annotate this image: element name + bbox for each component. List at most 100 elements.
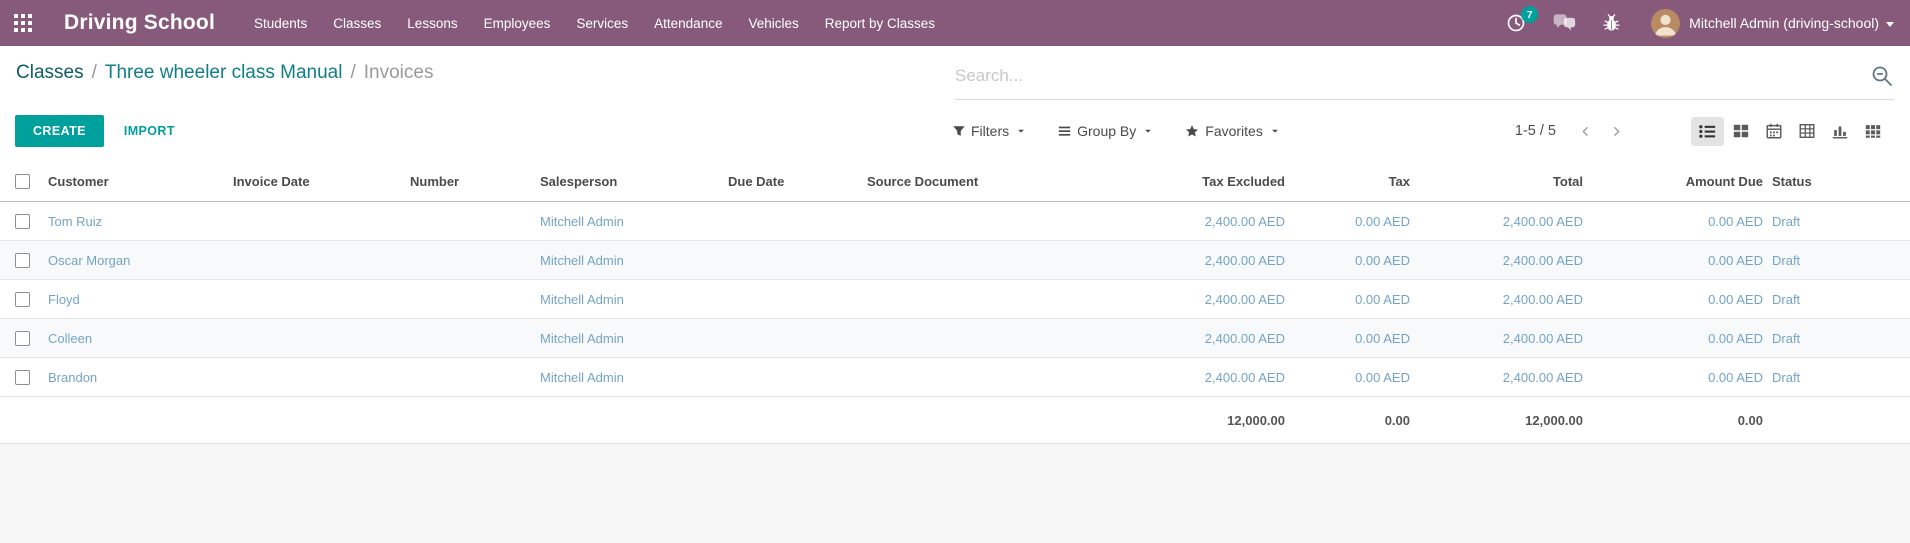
col-header-invoice-date[interactable]: Invoice Date — [233, 174, 310, 189]
status-badge: Draft — [1772, 213, 1801, 229]
view-pivot-button[interactable] — [1790, 117, 1823, 146]
cell-tax-excluded: 2,400.00 AED — [1204, 330, 1285, 346]
cell-customer[interactable]: Colleen — [48, 330, 93, 346]
app-title[interactable]: Driving School — [64, 11, 215, 34]
breadcrumb: Classes / Three wheeler class Manual / I… — [16, 62, 433, 84]
view-switcher — [1691, 116, 1889, 146]
activity-view-icon — [1865, 125, 1880, 138]
table-row[interactable]: Tom Ruiz Mitchell Admin 2,400.00 AED 0.0… — [0, 202, 1910, 241]
row-checkbox[interactable] — [15, 213, 30, 229]
caret-down-icon — [1018, 129, 1025, 133]
apps-grid-icon — [14, 14, 32, 32]
activity-menu-button[interactable]: 7 — [1506, 6, 1539, 33]
col-header-total[interactable]: Total — [1552, 174, 1583, 189]
view-calendar-button[interactable] — [1757, 117, 1790, 146]
table-row[interactable]: Oscar Morgan Mitchell Admin 2,400.00 AED… — [0, 241, 1910, 280]
cell-tax-excluded: 2,400.00 AED — [1204, 252, 1285, 268]
nav-item-services[interactable]: Services — [576, 15, 629, 31]
breadcrumb-record[interactable]: Three wheeler class Manual — [104, 62, 343, 83]
search-input[interactable] — [955, 65, 1870, 86]
total-tax-excluded: 12,000.00 — [1227, 412, 1285, 428]
total-tax: 0.00 — [1384, 412, 1410, 428]
nav-item-report-by-classes[interactable]: Report by Classes — [824, 15, 936, 31]
chevron-left-icon — [1582, 126, 1588, 136]
view-list-button[interactable] — [1691, 116, 1724, 146]
status-badge: Draft — [1772, 252, 1801, 268]
select-all-checkbox[interactable] — [15, 174, 30, 189]
favorites-label: Favorites — [1205, 123, 1263, 139]
nav-item-students[interactable]: Students — [253, 15, 308, 31]
cell-amount-due: 0.00 AED — [1708, 369, 1763, 385]
user-menu-label[interactable]: Mitchell Admin (driving-school) — [1689, 15, 1879, 31]
search-icon[interactable] — [1870, 64, 1894, 88]
group-by-label: Group By — [1077, 123, 1137, 139]
cell-salesperson[interactable]: Mitchell Admin — [540, 291, 624, 307]
favorites-dropdown[interactable]: Favorites — [1184, 123, 1285, 139]
cell-salesperson[interactable]: Mitchell Admin — [540, 330, 624, 346]
cell-customer[interactable]: Brandon — [48, 369, 98, 385]
row-checkbox[interactable] — [15, 252, 30, 268]
create-button[interactable]: CREATE — [15, 115, 104, 147]
col-header-number[interactable]: Number — [410, 174, 460, 189]
cell-tax: 0.00 AED — [1355, 330, 1410, 346]
nav-item-lessons[interactable]: Lessons — [407, 15, 458, 31]
control-panel-buttons: CREATE IMPORT Filters Group By — [0, 100, 1910, 162]
nav-item-attendance[interactable]: Attendance — [654, 15, 723, 31]
nav-item-employees[interactable]: Employees — [483, 15, 551, 31]
cell-tax-excluded: 2,400.00 AED — [1204, 369, 1285, 385]
chevron-down-icon[interactable] — [1886, 21, 1894, 27]
pager-previous-button[interactable] — [1570, 120, 1601, 143]
kanban-view-icon — [1733, 124, 1748, 138]
row-checkbox[interactable] — [15, 369, 30, 385]
col-header-status[interactable]: Status — [1772, 174, 1812, 189]
cell-total: 2,400.00 AED — [1502, 213, 1583, 229]
pager-range: 1-5 / 5 — [1514, 123, 1556, 139]
total-total: 12,000.00 — [1525, 412, 1583, 428]
search-options: Filters Group By Favorites — [952, 123, 1311, 139]
col-header-amount-due[interactable]: Amount Due — [1685, 174, 1763, 189]
cell-total: 2,400.00 AED — [1502, 369, 1583, 385]
status-badge: Draft — [1772, 291, 1801, 307]
view-activity-button[interactable] — [1856, 117, 1889, 146]
row-checkbox[interactable] — [15, 291, 30, 307]
apps-menu-button[interactable] — [0, 14, 46, 32]
breadcrumb-separator: / — [350, 62, 356, 83]
col-header-salesperson[interactable]: Salesperson — [540, 174, 618, 189]
nav-item-classes[interactable]: Classes — [333, 15, 382, 31]
chat-icon — [1553, 14, 1576, 31]
import-button[interactable]: IMPORT — [123, 124, 175, 138]
cell-salesperson[interactable]: Mitchell Admin — [540, 369, 624, 385]
cell-customer[interactable]: Floyd — [48, 291, 80, 307]
table-totals-row: 12,000.00 0.00 12,000.00 0.00 — [0, 397, 1910, 443]
cell-salesperson[interactable]: Mitchell Admin — [540, 213, 624, 229]
cell-customer[interactable]: Tom Ruiz — [48, 213, 103, 229]
view-kanban-button[interactable] — [1724, 117, 1757, 146]
nav-item-vehicles[interactable]: Vehicles — [748, 15, 799, 31]
group-by-icon — [1058, 126, 1071, 136]
table-row[interactable]: Floyd Mitchell Admin 2,400.00 AED 0.00 A… — [0, 280, 1910, 319]
breadcrumb-classes[interactable]: Classes — [16, 62, 84, 83]
cell-tax: 0.00 AED — [1355, 291, 1410, 307]
calendar-view-icon — [1766, 123, 1781, 139]
col-header-tax[interactable]: Tax — [1388, 174, 1410, 189]
view-graph-button[interactable] — [1823, 117, 1856, 146]
row-checkbox[interactable] — [15, 330, 30, 346]
col-header-customer[interactable]: Customer — [48, 174, 109, 189]
cell-salesperson[interactable]: Mitchell Admin — [540, 252, 624, 268]
main-menu: Students Classes Lessons Employees Servi… — [241, 0, 948, 46]
group-by-dropdown[interactable]: Group By — [1057, 123, 1158, 139]
col-header-tax-excluded[interactable]: Tax Excluded — [1202, 174, 1285, 189]
debug-menu-button[interactable] — [1602, 13, 1621, 33]
filters-dropdown[interactable]: Filters — [952, 123, 1031, 139]
table-row[interactable]: Brandon Mitchell Admin 2,400.00 AED 0.00… — [0, 358, 1910, 397]
col-header-due-date[interactable]: Due Date — [728, 174, 785, 189]
user-avatar[interactable] — [1651, 8, 1681, 38]
messages-menu-button[interactable] — [1552, 13, 1576, 33]
clock-icon — [1507, 14, 1525, 32]
cell-customer[interactable]: Oscar Morgan — [48, 252, 131, 268]
pager-next-button[interactable] — [1601, 120, 1632, 143]
table-row[interactable]: Colleen Mitchell Admin 2,400.00 AED 0.00… — [0, 319, 1910, 358]
breadcrumb-separator: / — [91, 62, 97, 83]
activity-count-badge: 7 — [1521, 6, 1539, 23]
col-header-source-document[interactable]: Source Document — [867, 174, 979, 189]
